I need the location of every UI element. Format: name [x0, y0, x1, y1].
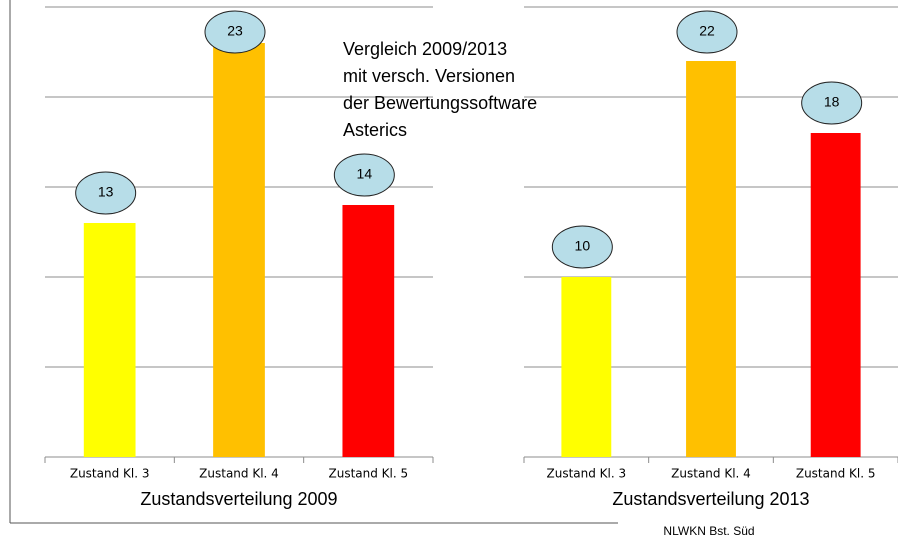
annotation: der Bewertungssoftware	[343, 93, 537, 113]
label-bubble	[676, 10, 738, 54]
chart-title: Zustandsverteilung 2009	[140, 489, 337, 509]
label-bubble	[551, 225, 613, 269]
annotation: mit versch. Versionen	[343, 66, 515, 86]
bar	[810, 133, 861, 457]
data-label-text: 14	[357, 166, 373, 182]
x-tick-label: Zustand Kl. 4	[671, 467, 751, 481]
data-label-text: 10	[575, 238, 591, 254]
x-tick-label: Zustand Kl. 4	[199, 467, 279, 481]
bar	[342, 205, 395, 457]
label-bubble	[75, 171, 137, 215]
x-tick-label: Zustand Kl. 5	[796, 467, 876, 481]
label-bubble	[333, 153, 395, 197]
chart-title: Zustandsverteilung 2013	[612, 489, 809, 509]
data-label-text: 18	[824, 94, 840, 110]
footer: NLWKN Bst. Süd	[663, 524, 754, 538]
data-label: 10	[551, 225, 613, 269]
label-bubble	[801, 81, 863, 125]
label-bubble	[204, 10, 266, 54]
data-label: 18	[801, 81, 863, 125]
x-tick-label: Zustand Kl. 3	[547, 467, 627, 481]
bar	[83, 223, 136, 457]
bar	[686, 61, 736, 457]
bar	[561, 277, 612, 457]
data-label: 13	[75, 171, 137, 215]
data-label-text: 23	[227, 23, 243, 39]
bar	[213, 43, 265, 457]
data-label: 14	[333, 153, 395, 197]
data-label-text: 22	[699, 23, 715, 39]
annotation: Vergleich 2009/2013	[343, 39, 507, 59]
x-tick-label: Zustand Kl. 3	[70, 467, 150, 481]
data-label: 22	[676, 10, 738, 54]
data-label-text: 13	[98, 184, 114, 200]
annotation: Asterics	[343, 120, 407, 140]
data-label: 23	[204, 10, 266, 54]
x-tick-label: Zustand Kl. 5	[329, 467, 409, 481]
